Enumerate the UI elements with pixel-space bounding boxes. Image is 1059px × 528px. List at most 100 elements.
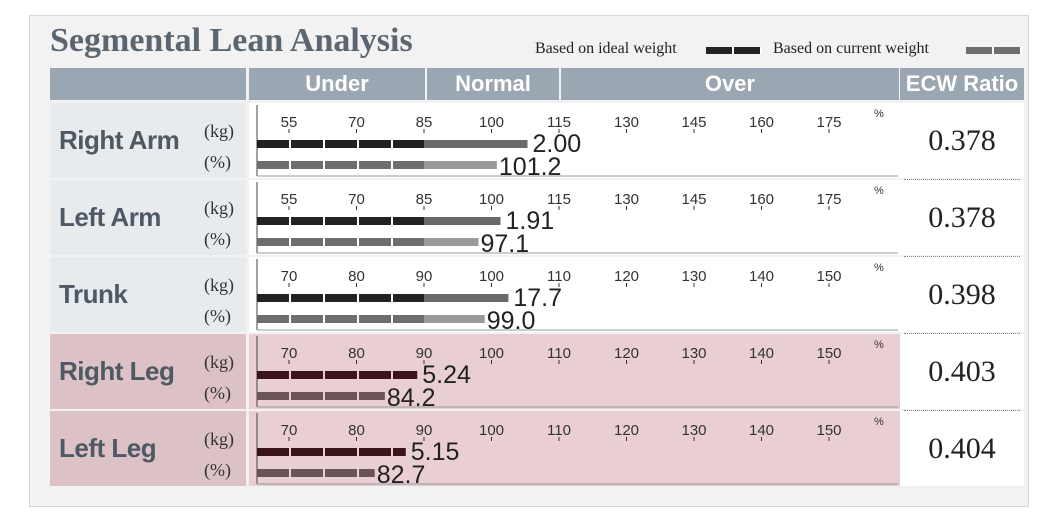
bar-separator [391, 140, 393, 148]
tick-label: 100 [479, 191, 504, 208]
ecw-row-separator [904, 333, 1020, 334]
bar-separator [289, 238, 291, 246]
value-label-kg: 5.24 [422, 361, 471, 389]
tick-label: 80 [348, 345, 365, 362]
tick-label: 115 [547, 191, 571, 208]
tick-label: 120 [614, 422, 639, 439]
chart-title: Segmental Lean Analysis [50, 22, 413, 59]
bar-separator [391, 294, 393, 302]
ecw-row-separator [904, 410, 1020, 411]
bar-percent-normal-part [424, 238, 479, 246]
bar-separator [323, 294, 325, 302]
legend-current-swatch [966, 47, 1022, 54]
bar-percent [257, 392, 385, 400]
bar-separator [289, 392, 291, 400]
bar-separator [357, 140, 359, 148]
percent-symbol: % [874, 339, 884, 351]
bar-percent [257, 469, 375, 477]
bar-percent [257, 315, 485, 323]
bar-percent-under-part [257, 315, 424, 323]
bar-separator [323, 392, 325, 400]
bar-separator [357, 161, 359, 169]
bar-separator [289, 469, 291, 477]
value-label-percent: 84.2 [387, 384, 436, 409]
tick-label: 140 [749, 422, 774, 439]
tick-label: 55 [281, 191, 298, 208]
tick-label: 85 [416, 114, 433, 131]
value-label-percent: 82.7 [377, 461, 426, 486]
bar-kg [257, 371, 418, 379]
row-label-left-arm: Left Arm (kg) (%) [50, 180, 246, 255]
bar-percent-under-part [257, 238, 424, 246]
unit-percent: (%) [204, 152, 231, 172]
unit-percent: (%) [204, 306, 231, 326]
bar-separator [289, 217, 291, 225]
tick-label: 110 [547, 268, 571, 285]
tick-label: 100 [479, 268, 504, 285]
tick-label: 110 [547, 345, 571, 362]
bar-separator [323, 315, 325, 323]
tick-label: 140 [749, 345, 774, 362]
tick-label: 150 [816, 345, 841, 362]
tick-label: 175 [816, 114, 841, 131]
tick-label: 150 [816, 268, 841, 285]
value-label-kg: 1.91 [506, 207, 555, 235]
bar-separator [357, 238, 359, 246]
tick-label: 150 [816, 422, 841, 439]
tick-label: 120 [614, 268, 639, 285]
tick-label: 70 [348, 191, 365, 208]
header-ecw-ratio: ECW Ratio [900, 68, 1024, 100]
tick-label: 115 [547, 114, 571, 131]
tick-label: 90 [416, 268, 433, 285]
bar-separator [391, 238, 393, 246]
bar-percent-under-part [257, 469, 375, 477]
tick-label: 70 [281, 268, 298, 285]
unit-kg: (kg) [204, 121, 234, 141]
bar-kg-under-part [257, 371, 418, 379]
ecw-ratio-left-leg: 0.404 [900, 411, 1024, 486]
bar-separator [289, 140, 291, 148]
tick-label: 70 [281, 345, 298, 362]
tick-label: 90 [416, 345, 433, 362]
bar-separator [323, 238, 325, 246]
row-label-left-leg: Left Leg (kg) (%) [50, 411, 246, 486]
tick-label: 110 [547, 422, 571, 439]
tick-label: 130 [681, 345, 706, 362]
row-label-right-leg: Right Leg (kg) (%) [50, 334, 246, 409]
header-normal: Normal [427, 68, 559, 100]
legend-ideal-swatch [706, 47, 762, 54]
tick-label: 140 [749, 268, 774, 285]
segment-name: Left Leg [59, 433, 157, 463]
bar-kg [257, 217, 501, 225]
ecw-ratio-right-leg: 0.403 [900, 334, 1024, 409]
percent-symbol: % [874, 185, 884, 197]
plot-right-leg: 70 80 90 100 110 120 130 140 150% 5.24 84.2 [249, 334, 900, 412]
tick-label: 130 [614, 114, 639, 131]
value-label-percent: 97.1 [480, 230, 529, 255]
bar-percent-under-part [257, 392, 385, 400]
ecw-ratio-trunk: 0.398 [900, 257, 1024, 332]
segment-name: Right Leg [59, 356, 175, 386]
tick-label: 85 [416, 191, 433, 208]
segment-name: Left Arm [59, 202, 161, 232]
tick-label: 130 [681, 268, 706, 285]
tick-label: 130 [614, 191, 639, 208]
bar-kg-under-part [257, 294, 424, 302]
bar-kg-normal-part [424, 217, 501, 225]
value-label-percent: 101.2 [499, 153, 562, 178]
bar-separator [391, 161, 393, 169]
bar-separator [289, 315, 291, 323]
bar-separator [391, 315, 393, 323]
value-label-percent: 99.0 [487, 307, 536, 332]
bar-separator [357, 448, 359, 456]
legend-ideal-label: Based on ideal weight [535, 40, 677, 57]
segment-name: Right Arm [59, 125, 180, 155]
unit-kg: (kg) [204, 198, 234, 218]
plot-trunk: 70 80 90 100 110 120 130 140 150% 17.7 99.0 [249, 257, 900, 335]
bar-separator [357, 469, 359, 477]
bar-percent-normal-part [424, 315, 485, 323]
segment-name: Trunk [59, 279, 128, 309]
tick-label: 145 [681, 191, 706, 208]
bar-separator [323, 161, 325, 169]
